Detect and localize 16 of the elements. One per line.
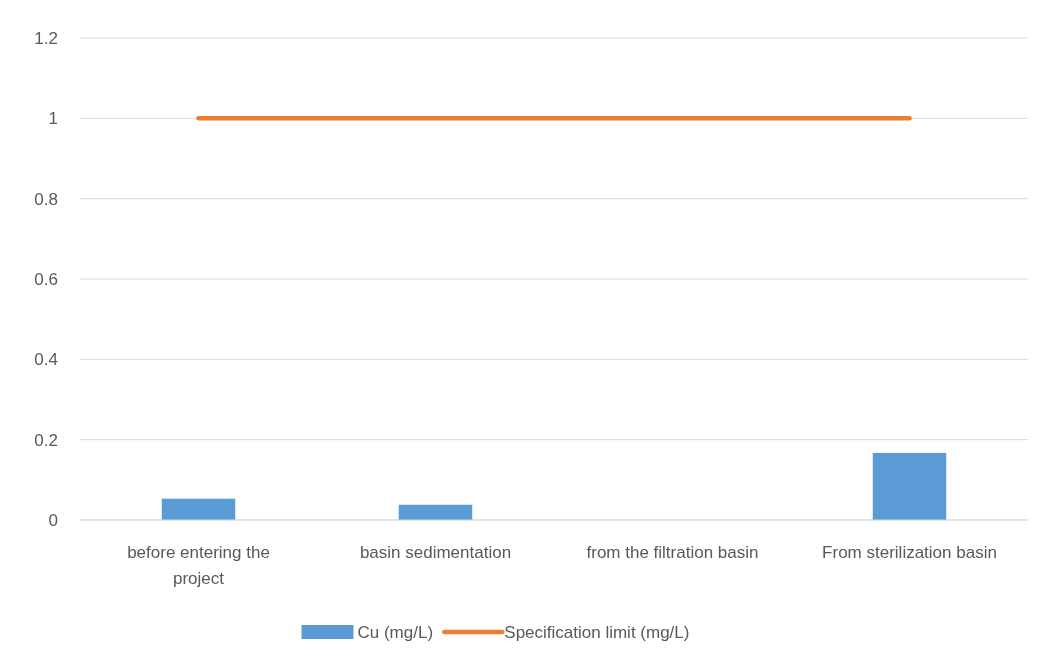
legend-label: Cu (mg/L)	[357, 622, 434, 642]
legend-label: Specification limit (mg/L)	[504, 622, 690, 642]
y-tick-label: 0	[48, 510, 58, 530]
x-tick-label: before entering the project	[127, 543, 270, 588]
y-tick-label: 1	[48, 109, 58, 129]
y-tick-label: 0.2	[34, 430, 58, 450]
bar	[161, 498, 236, 520]
x-tick-label: from the filtration basin	[586, 543, 759, 562]
bar	[398, 504, 473, 520]
y-tick-label: 0.8	[34, 189, 58, 209]
y-tick-label: 0.4	[34, 350, 58, 370]
x-tick-label: From sterilization basin	[822, 543, 997, 562]
y-tick-label: 0.6	[34, 269, 58, 289]
bar	[872, 452, 947, 520]
x-tick-label: basin sedimentation	[359, 543, 512, 562]
y-tick-label: 1.2	[34, 28, 58, 48]
